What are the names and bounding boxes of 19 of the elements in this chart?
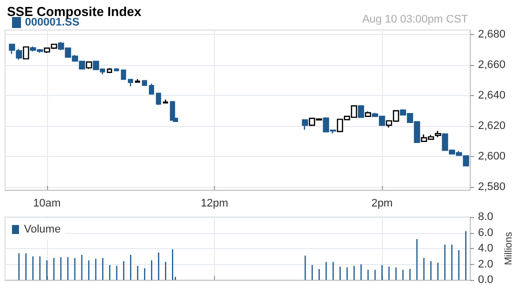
legend-label: 000001.SS (25, 16, 80, 28)
y-tick-label: 2,600 (478, 150, 506, 162)
x-tick-label: 12pm (200, 198, 228, 210)
y-tick-label: 2,680 (478, 28, 506, 41)
legend-label: Volume (24, 224, 61, 236)
x-tick-label: 2pm (371, 198, 393, 210)
y-axis-title: Millions (504, 232, 512, 266)
y-tick-label: 8.0 (478, 211, 494, 223)
y-tick-label: 0.0 (478, 274, 494, 286)
y-tick-label: 2,580 (478, 180, 506, 193)
y-tick-label: 6.0 (478, 226, 494, 239)
y-tick-label: 2,660 (478, 59, 506, 72)
x-tick-label: 10am (33, 198, 61, 210)
y-tick-label: 2,640 (478, 90, 506, 102)
text: Aug 10 03:00pm CST (362, 14, 468, 26)
y-tick-label: 2,620 (478, 120, 506, 132)
y-tick-label: 2.0 (478, 258, 494, 270)
chart-title: SSE Composite Index (7, 4, 142, 19)
y-tick-label: 4.0 (478, 242, 494, 254)
